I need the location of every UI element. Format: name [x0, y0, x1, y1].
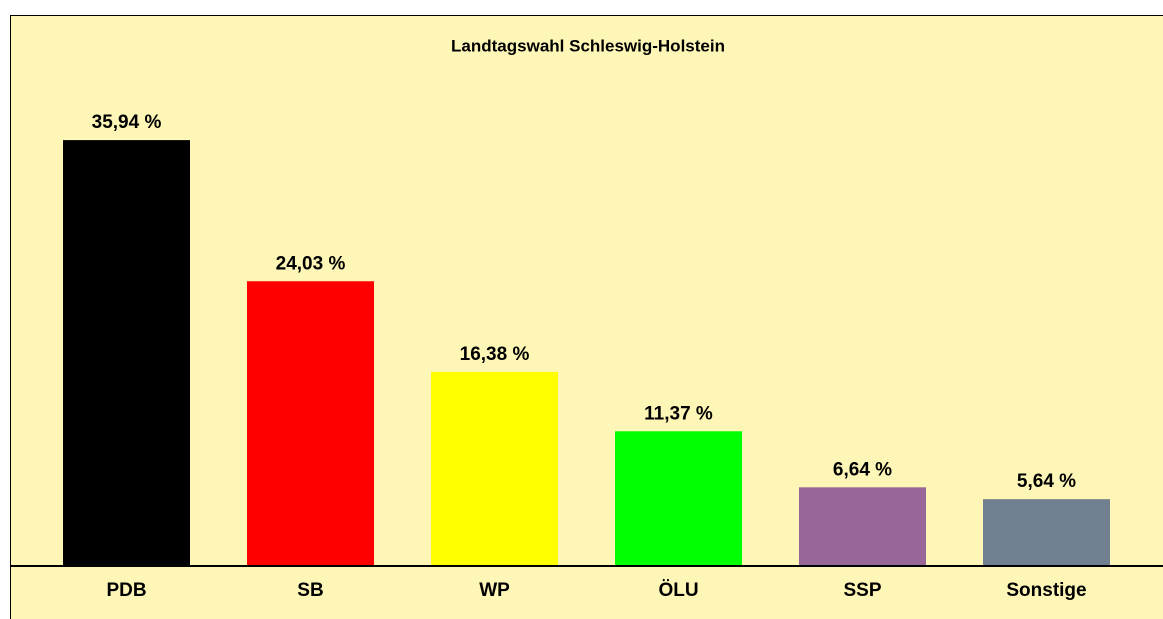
x-tick-label: ÖLU — [658, 580, 698, 601]
value-label: 11,37 % — [644, 403, 713, 424]
bar — [247, 281, 374, 566]
bar — [799, 487, 926, 566]
bar — [615, 431, 742, 566]
chart-title: Landtagswahl Schleswig-Holstein — [451, 36, 725, 55]
value-label: 16,38 % — [460, 344, 530, 365]
x-tick-label: WP — [479, 580, 510, 601]
value-label: 5,64 % — [1017, 471, 1076, 492]
value-label: 35,94 % — [92, 112, 162, 133]
bar — [63, 140, 190, 566]
value-label: 6,64 % — [833, 459, 892, 480]
bar — [431, 371, 558, 566]
value-label: 24,03 % — [276, 253, 346, 274]
x-tick-label: PDB — [106, 580, 146, 601]
x-tick-label: SSP — [843, 580, 881, 601]
bar — [983, 499, 1110, 566]
chart-background — [10, 15, 1163, 619]
x-tick-label: Sonstige — [1006, 580, 1086, 601]
x-tick-label: SB — [297, 580, 323, 601]
